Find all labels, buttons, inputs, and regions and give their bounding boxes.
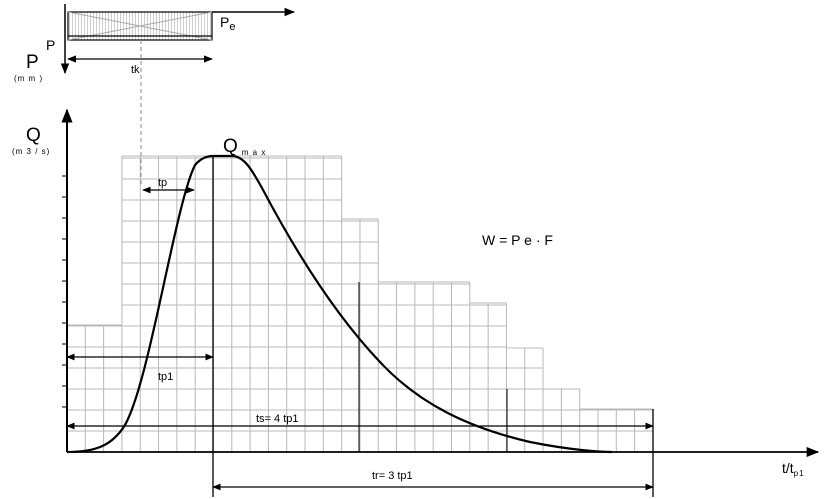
- p-axis-label: P: [26, 52, 39, 73]
- rainfall-cross-2: [67, 11, 213, 41]
- main-axes: [61, 108, 820, 458]
- q-axis-ticks: [62, 175, 67, 408]
- tp1-label: tp1: [158, 371, 173, 383]
- hydrograph-curve: [66, 154, 613, 454]
- q-axis-unit: (m 3 / s): [12, 147, 50, 156]
- t-axis-label: t/tp1: [782, 460, 805, 478]
- runoff-volume-formula: W = P e · F: [482, 232, 553, 248]
- q-axis-label: Q: [26, 125, 41, 146]
- background-grid: [66, 155, 654, 452]
- p-axis-unit: (m m ): [14, 74, 43, 83]
- rain-p-label: P: [46, 37, 55, 53]
- rainfall-block: [60, 4, 296, 185]
- tp-label: tp: [158, 177, 167, 189]
- tk-label: tk: [131, 64, 140, 76]
- tr-label: tr= 3 tp1: [372, 470, 413, 482]
- dimension-arrows: [66, 186, 654, 491]
- ts-label: ts= 4 tp1: [256, 413, 299, 425]
- rain-pe-label: Pe: [220, 14, 235, 33]
